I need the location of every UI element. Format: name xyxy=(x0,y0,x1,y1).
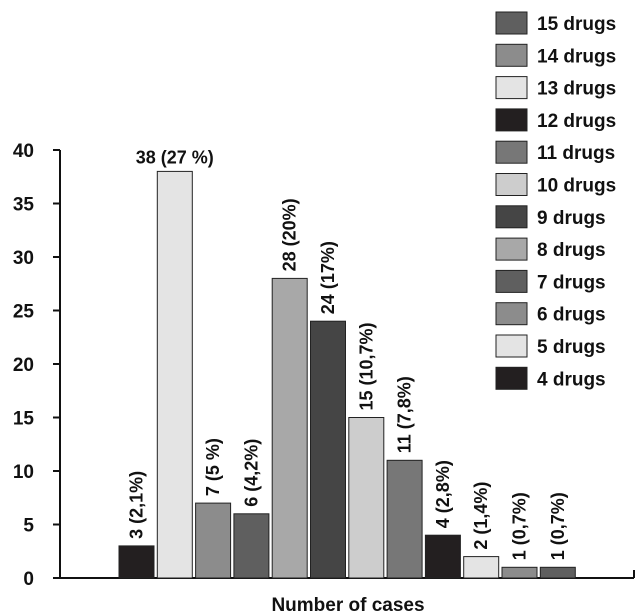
bar-data-label: 3 (2,1%) xyxy=(127,471,147,539)
legend-swatch xyxy=(495,76,528,100)
legend-label: 10 drugs xyxy=(537,176,616,197)
bar-data-label: 2 (1,4%) xyxy=(471,482,491,550)
x-axis-title: Number of cases xyxy=(271,595,424,613)
bar xyxy=(271,277,308,579)
legend-label: 7 drugs xyxy=(537,272,606,293)
legend-label: 14 drugs xyxy=(537,46,616,67)
legend-label: 6 drugs xyxy=(537,305,606,326)
y-tick-label: 15 xyxy=(13,409,35,430)
chart-axes: 0 5 10 15 20 25 30 35 40 xyxy=(13,141,635,590)
legend-label: 12 drugs xyxy=(537,111,616,132)
bar xyxy=(118,545,155,579)
bar xyxy=(501,566,538,579)
legend-swatch xyxy=(495,43,528,67)
bar xyxy=(156,170,193,579)
legend-swatch xyxy=(495,366,528,390)
bar-data-label: 11 (7,8%) xyxy=(395,376,415,453)
legend-swatch xyxy=(495,302,528,326)
legend-label: 13 drugs xyxy=(537,79,616,100)
chart-bars xyxy=(118,170,576,579)
bar xyxy=(348,417,385,579)
chart-legend: 15 drugs 14 drugs 13 drugs 12 drugs 11 drugs… xyxy=(495,11,616,390)
y-tick-label: 0 xyxy=(23,569,34,590)
legend-label: 15 drugs xyxy=(537,14,616,35)
legend-label: 8 drugs xyxy=(537,240,606,261)
y-tick-label: 5 xyxy=(23,516,34,537)
legend-swatch xyxy=(495,108,528,132)
y-tick-label: 20 xyxy=(13,355,34,376)
bar xyxy=(386,459,423,579)
legend-swatch xyxy=(495,205,528,229)
bar xyxy=(424,534,461,579)
bar-data-label: 1 (0,7%) xyxy=(510,492,530,560)
bar-data-label: 24 (17%) xyxy=(318,241,338,314)
legend-swatch xyxy=(495,173,528,196)
legend-label: 11 drugs xyxy=(537,143,615,164)
legend-swatch xyxy=(495,11,528,35)
bar xyxy=(539,566,576,579)
bar xyxy=(233,513,270,579)
y-tick-label: 10 xyxy=(13,462,34,483)
bar xyxy=(310,320,346,579)
bar xyxy=(195,502,232,579)
bar-data-label: 6 (4,2%) xyxy=(241,439,261,507)
bar-data-label: 1 (0,7%) xyxy=(548,492,568,560)
y-tick-label: 40 xyxy=(13,141,34,162)
legend-swatch xyxy=(495,237,528,261)
bar-data-label: 15 (10,7%) xyxy=(356,322,376,410)
bar-data-label: 38 (27 %) xyxy=(136,147,214,167)
legend-label: 9 drugs xyxy=(537,208,606,229)
bar-data-label: 7 (5 %) xyxy=(203,438,223,496)
legend-swatch xyxy=(495,334,528,358)
bar xyxy=(463,556,500,579)
bar-data-label: 4 (2,8%) xyxy=(433,460,453,528)
legend-label: 5 drugs xyxy=(537,337,606,358)
y-tick-label: 25 xyxy=(13,302,35,323)
legend-label: 4 drugs xyxy=(537,369,606,390)
chart-data-labels: 3 (2,1%) 38 (27 %) 7 (5 %) 6 (4,2%) 28 (20%)… xyxy=(127,147,568,560)
y-tick-label: 35 xyxy=(13,195,35,216)
legend-swatch xyxy=(495,140,528,164)
bar-data-label: 28 (20%) xyxy=(280,198,300,271)
legend-swatch xyxy=(495,269,528,293)
y-tick-label: 30 xyxy=(13,248,34,269)
